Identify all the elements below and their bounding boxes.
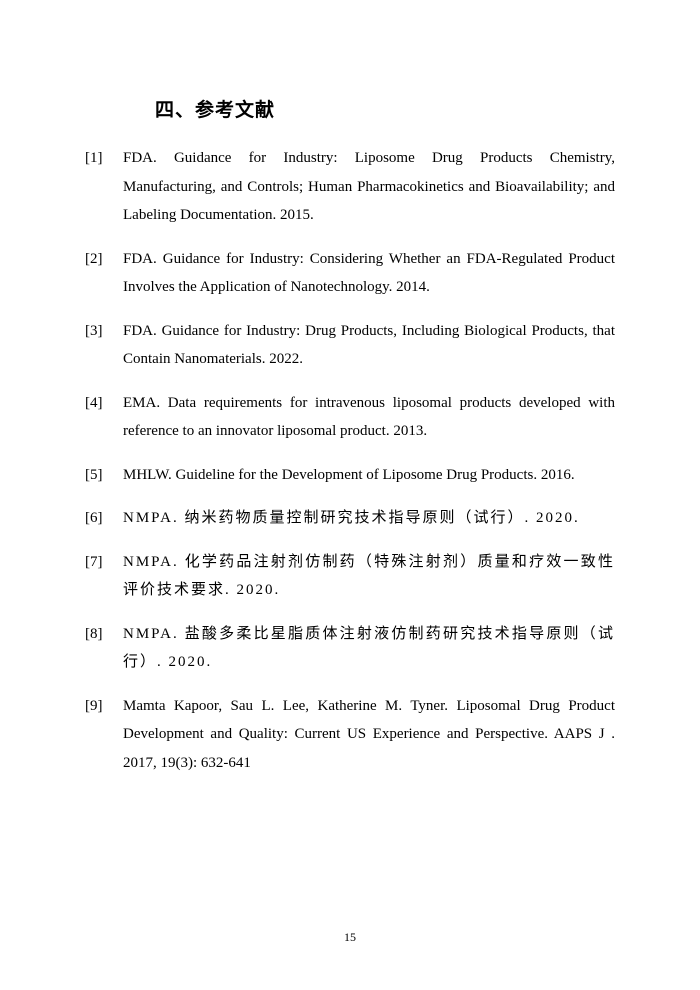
reference-text: NMPA. 盐酸多柔比星脂质体注射液仿制药研究技术指导原则（试行）. 2020. [123, 620, 615, 677]
reference-number: [4] [85, 389, 123, 446]
reference-number: [9] [85, 692, 123, 778]
reference-text: NMPA. 化学药品注射剂仿制药（特殊注射剂）质量和疗效一致性评价技术要求. 2… [123, 548, 615, 605]
reference-number: [7] [85, 548, 123, 605]
reference-item: [6] NMPA. 纳米药物质量控制研究技术指导原则（试行）. 2020. [85, 504, 615, 533]
reference-item: [7] NMPA. 化学药品注射剂仿制药（特殊注射剂）质量和疗效一致性评价技术要… [85, 548, 615, 605]
references-list: [1] FDA. Guidance for Industry: Liposome… [85, 144, 615, 777]
reference-text: FDA. Guidance for Industry: Considering … [123, 245, 615, 302]
reference-number: [6] [85, 504, 123, 533]
reference-item: [3] FDA. Guidance for Industry: Drug Pro… [85, 317, 615, 374]
reference-text: MHLW. Guideline for the Development of L… [123, 461, 615, 490]
reference-number: [3] [85, 317, 123, 374]
section-title: 四、参考文献 [155, 95, 615, 122]
reference-item: [2] FDA. Guidance for Industry: Consider… [85, 245, 615, 302]
reference-text: FDA. Guidance for Industry: Drug Product… [123, 317, 615, 374]
reference-number: [5] [85, 461, 123, 490]
reference-text: Mamta Kapoor, Sau L. Lee, Katherine M. T… [123, 692, 615, 778]
reference-text: NMPA. 纳米药物质量控制研究技术指导原则（试行）. 2020. [123, 504, 615, 533]
reference-text: EMA. Data requirements for intravenous l… [123, 389, 615, 446]
reference-text: FDA. Guidance for Industry: Liposome Dru… [123, 144, 615, 230]
reference-number: [8] [85, 620, 123, 677]
reference-item: [4] EMA. Data requirements for intraveno… [85, 389, 615, 446]
reference-item: [9] Mamta Kapoor, Sau L. Lee, Katherine … [85, 692, 615, 778]
reference-item: [1] FDA. Guidance for Industry: Liposome… [85, 144, 615, 230]
page-number: 15 [0, 930, 700, 945]
reference-item: [5] MHLW. Guideline for the Development … [85, 461, 615, 490]
reference-item: [8] NMPA. 盐酸多柔比星脂质体注射液仿制药研究技术指导原则（试行）. 2… [85, 620, 615, 677]
reference-number: [2] [85, 245, 123, 302]
reference-number: [1] [85, 144, 123, 230]
